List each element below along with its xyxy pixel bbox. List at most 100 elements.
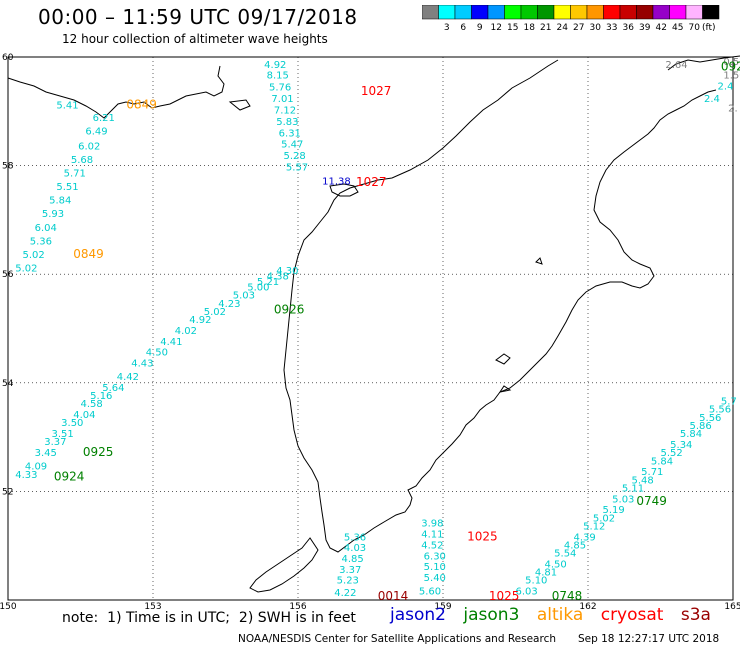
pass-time-label: 1025 — [467, 529, 498, 543]
colorbar-label: 21 — [540, 23, 551, 33]
colorbar-label: 15 — [507, 23, 518, 33]
legend-altika: altika — [536, 605, 584, 625]
swh-value-label: 5.71 — [641, 467, 663, 478]
footer-note: note: 1) Time is in UTC; 2) SWH is in fe… — [62, 610, 356, 626]
colorbar-label: 18 — [524, 23, 536, 33]
swh-value-label-low: 2.64 — [665, 60, 687, 71]
swh-value-label: 5.03 — [233, 291, 255, 302]
colorbar-label: 39 — [639, 23, 651, 33]
swh-value-label: 4.23 — [218, 299, 240, 310]
swh-value-label: 4.33 — [15, 470, 37, 481]
swh-value-label: 6.04 — [35, 223, 57, 234]
swh-value-label: 5.76 — [269, 83, 291, 94]
swh-value-label: 5.12 — [583, 521, 605, 532]
swh-value-label: 6.03 — [516, 587, 538, 598]
swh-value-label: 3.50 — [61, 418, 83, 429]
swh-value-label: 6.02 — [78, 141, 100, 152]
colorbar-label: 24 — [557, 23, 569, 33]
swh-value-label-low: 2. — [728, 103, 738, 114]
lat-tick-label: 58 — [2, 162, 14, 172]
lon-tick-label: 165 — [724, 602, 740, 610]
lon-tick-label: 156 — [289, 602, 306, 610]
axis-tick-labels: 150 153 156 159 162 165 52 54 56 58 60 — [0, 53, 740, 610]
colorbar-unit: (ft) — [702, 23, 716, 33]
pass-time-label: 0849 — [126, 98, 157, 112]
swh-value-label: 4.04 — [73, 410, 95, 421]
swh-value-label: 3.37 — [339, 565, 361, 576]
map-subtitle: 12 hour collection of altimeter wave hei… — [62, 32, 328, 46]
swh-value-label: 5.03 — [612, 494, 634, 505]
swh-value-label: 5.36 — [30, 236, 52, 247]
colorbar-label: 3 — [444, 23, 450, 33]
colorbar-label: 30 — [590, 23, 602, 33]
legend-jason2: jason2 — [390, 605, 446, 625]
lon-tick-label: 159 — [434, 602, 451, 610]
satellite-legend: jason2 jason3 altika cryosat s3a — [390, 605, 723, 625]
colorbar-label: 33 — [606, 23, 617, 33]
swh-value-label: 5.54 — [554, 549, 576, 560]
swh-value-label: 5.56 — [709, 405, 731, 416]
swh-value-label: 5.68 — [71, 155, 93, 166]
swh-value-label: 5.71 — [64, 168, 86, 179]
swh-value-label: 4.85 — [342, 554, 364, 565]
pass-time-labels: 1027 1027 0849 0849 0926 0925 0924 1025 1025 0014… — [54, 60, 740, 603]
swh-value-label: 5.52 — [661, 448, 683, 459]
swh-value-label: 4.50 — [545, 559, 567, 570]
swh-value-label: 5.28 — [284, 151, 306, 162]
swh-value-label: 5.10 — [525, 576, 547, 587]
lat-tick-label: 54 — [2, 379, 14, 389]
swh-value-label: 4.92 — [264, 60, 286, 71]
swh-value-label: 3.98 — [421, 519, 443, 530]
swh-value-label: 5.41 — [56, 101, 78, 112]
swh-value-label: 5.57 — [286, 162, 308, 173]
swh-value-label: 4.38 — [267, 272, 289, 283]
pass-time-label: 0925 — [83, 445, 114, 459]
swh-value-label: 5.40 — [424, 573, 446, 584]
swh-value-label: 4.81 — [535, 568, 557, 579]
colorbar-label: 36 — [623, 23, 635, 33]
legend-cryosat: cryosat — [600, 605, 664, 625]
colorbar-swatch — [702, 5, 720, 20]
swh-value-label: 5.34 — [670, 440, 692, 451]
credit-line: NOAA/NESDIS Center for Satellite Applica… — [238, 633, 556, 645]
pass-time-label: 1025 — [489, 589, 520, 603]
swh-value-label: 2.4 — [704, 94, 720, 105]
lat-tick-label: 52 — [2, 487, 13, 497]
swh-value-label-jason2: 11.38 — [322, 177, 351, 188]
swh-value-label: 4.22 — [334, 588, 356, 599]
swh-value-label: 6.49 — [85, 127, 107, 138]
swh-value-label: 4.50 — [146, 348, 168, 359]
swh-value-label: 5.21 — [257, 277, 279, 288]
swh-value-label: 3.51 — [52, 429, 74, 440]
swh-value-label: 4.41 — [160, 337, 182, 348]
lat-lon-grid — [7, 56, 734, 600]
swh-value-label: 5.00 — [247, 282, 269, 293]
colorbar-label: 27 — [573, 23, 584, 33]
wave-height-colorbar: 3 6 9 12 15 18 21 24 27 30 33 36 39 42 45 70 (ft) — [422, 5, 720, 33]
lat-tick-label: 56 — [2, 270, 14, 280]
swh-value-label: 2.4 — [718, 82, 734, 93]
pass-time-label: 0748 — [552, 589, 583, 603]
swh-value-label: 5.7 — [721, 397, 737, 408]
swh-value-label: 4.11 — [421, 530, 443, 541]
colorbar-label: 42 — [656, 23, 667, 33]
pass-time-label: 092 — [721, 60, 740, 74]
swh-value-label: 4.58 — [81, 399, 103, 410]
swh-value-label: 5.84 — [49, 196, 71, 207]
swh-value-label: 6.21 — [93, 113, 115, 124]
swh-value-label: 4.02 — [175, 326, 197, 337]
swh-value-label: 5.93 — [42, 209, 64, 220]
colorbar-label: 45 — [672, 23, 683, 33]
colorbar-label: 70 — [689, 23, 701, 33]
pass-time-label: 0014 — [378, 589, 409, 603]
legend-jason3: jason3 — [463, 605, 520, 625]
swh-value-label: 5.47 — [281, 140, 303, 151]
colorbar-label: 6 — [460, 23, 466, 33]
swh-value-label: 4.92 — [189, 315, 211, 326]
swh-value-label: 5.83 — [276, 117, 298, 128]
swh-value-label: 5.02 — [593, 513, 615, 524]
swh-value-label: 5.86 — [690, 421, 712, 432]
lat-tick-label: 60 — [2, 53, 14, 63]
swh-value-label: 5.64 — [102, 383, 124, 394]
